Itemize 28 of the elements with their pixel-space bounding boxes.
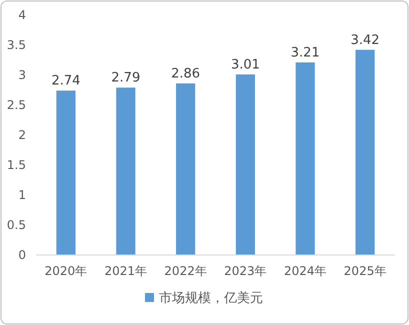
bar — [296, 62, 315, 255]
x-tick-label: 2023年 — [224, 264, 267, 278]
data-label: 2.86 — [171, 66, 200, 82]
x-tick-label: 2020年 — [44, 264, 88, 278]
y-tick-label: 2.5 — [6, 98, 26, 112]
data-label: 3.21 — [290, 45, 320, 60]
y-tick-label: 2 — [18, 128, 26, 142]
bar — [56, 90, 76, 255]
bar — [236, 74, 255, 255]
x-tick-label: 2025年 — [344, 264, 386, 278]
legend-label: 市场规模，亿美元 — [159, 290, 263, 306]
data-label: 2.74 — [51, 74, 80, 89]
bar — [176, 83, 196, 255]
bar — [356, 50, 375, 255]
x-tick-label: 2024年 — [284, 264, 327, 278]
x-tick-label: 2021年 — [104, 264, 148, 278]
y-tick-label: 0 — [18, 248, 26, 262]
y-tick-label: 3 — [18, 68, 26, 82]
bar — [116, 88, 136, 255]
y-tick-label: 0.5 — [6, 218, 26, 232]
y-tick-label: 1.5 — [6, 158, 26, 172]
y-tick-label: 4 — [18, 8, 26, 22]
data-label: 2.79 — [111, 70, 140, 86]
y-tick-label: 1 — [18, 188, 26, 202]
data-label: 3.01 — [230, 57, 260, 72]
x-tick-label: 2022年 — [164, 264, 207, 278]
data-label: 3.42 — [350, 32, 380, 48]
y-tick-label: 3.5 — [6, 38, 26, 52]
